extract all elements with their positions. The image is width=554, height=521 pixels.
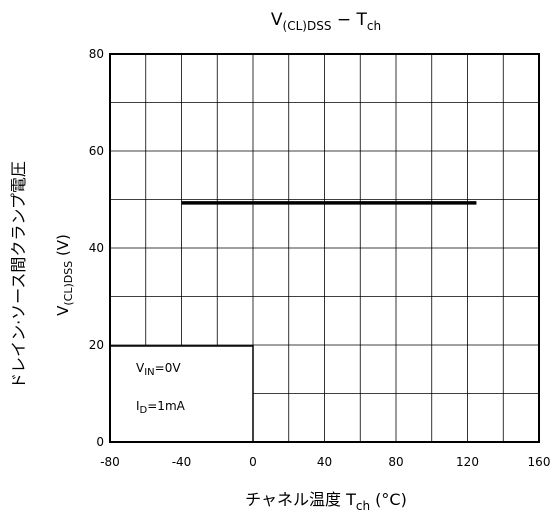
y-tick-label: 40 [89,241,104,255]
x-tick-label: 160 [528,455,551,469]
x-tick-label: 120 [456,455,479,469]
x-tick-label: 0 [249,455,257,469]
y-axis-label: ドレイン·ソース間クランプ電圧 V(CL)DSS (V) [9,161,75,389]
tick-labels: -80 -40 0 40 80 120 160 0 20 40 60 80 [89,47,551,469]
plot-frame [109,53,540,443]
x-tick-label: -40 [172,455,192,469]
x-tick-label: 80 [388,455,403,469]
x-tick-label: 40 [317,455,332,469]
y-tick-label: 80 [89,47,104,61]
condition-vin: VIN=0V [136,361,181,378]
condition-id: ID=1mA [136,399,186,416]
y-tick-label: 60 [89,144,104,158]
conditions-box [109,345,254,443]
y-tick-label: 20 [89,338,104,352]
y-axis-label-line1: ドレイン·ソース間クランプ電圧 [9,161,28,389]
x-tick-label: -80 [100,455,120,469]
chart-title: V(CL)DSS − Tch [271,10,381,33]
y-tick-label: 0 [96,435,104,449]
x-axis-label: チャネル温度 Tch (°C) [245,490,407,513]
y-axis-label-line2: V(CL)DSS (V) [54,234,75,316]
